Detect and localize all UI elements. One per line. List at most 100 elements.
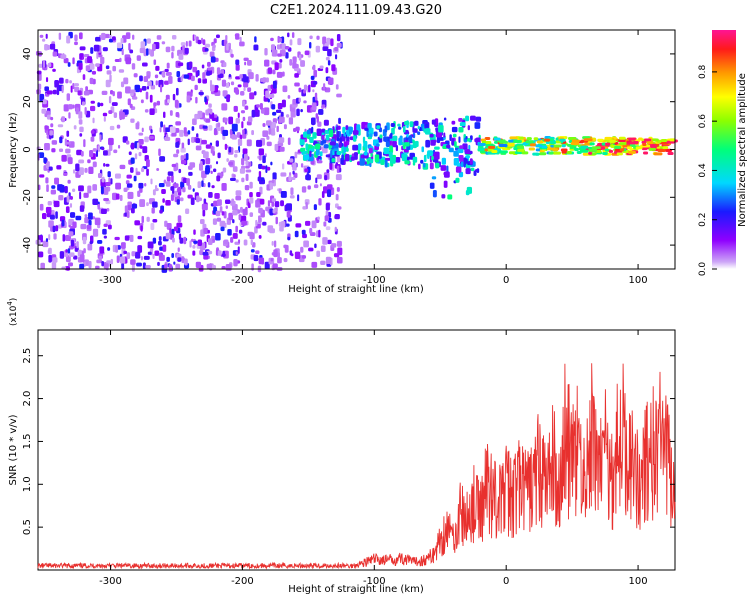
spectrogram-cell — [74, 86, 80, 93]
spectrogram-cell — [353, 152, 359, 156]
spectrogram-cell — [301, 229, 306, 235]
snr-x-label: Height of straight line (km) — [288, 584, 424, 595]
x-tick-label: -300 — [99, 576, 122, 587]
spectrogram-cell — [455, 166, 462, 173]
spectrogram-cell — [156, 35, 162, 40]
spectrogram-cell — [174, 99, 179, 108]
spectrogram-cell — [149, 108, 155, 115]
spectrogram-cell — [249, 197, 254, 204]
spectrogram-cell — [249, 232, 255, 240]
spectrogram-cell — [432, 190, 437, 198]
spectrogram-cell — [75, 107, 79, 115]
spectrogram-cell — [234, 150, 239, 154]
spectrogram-cell — [430, 139, 436, 146]
spectrogram-cell — [198, 163, 204, 171]
spectrogram-cell — [153, 59, 157, 66]
spectrogram-cell — [600, 146, 606, 150]
spectrogram-cell — [664, 148, 672, 152]
spectrogram-cell — [221, 103, 228, 111]
spectrogram-cell — [215, 161, 219, 165]
spectrogram-cell — [279, 146, 285, 152]
spectrogram-cell — [258, 207, 263, 214]
spectrogram-cell — [292, 61, 297, 69]
spectrogram-cell — [467, 125, 470, 131]
spectrogram-cell — [121, 48, 124, 56]
spectrogram-cell — [567, 137, 577, 141]
spectrogram-cell — [126, 174, 132, 179]
spectrogram-cell — [141, 127, 144, 133]
spectrogram-cell — [208, 125, 213, 131]
spectrogram-cell — [172, 186, 175, 194]
spectrogram-cell — [88, 219, 92, 226]
spectrogram-cell — [101, 147, 105, 151]
spectrogram-cell — [146, 168, 149, 176]
spectrogram-cell — [539, 152, 547, 156]
spectrogram-cell — [225, 264, 232, 271]
spectrogram-cell — [243, 239, 248, 246]
y-tick-label: -20 — [22, 189, 33, 205]
spectrogram-cell — [266, 166, 271, 171]
spectrogram-cell — [609, 139, 616, 143]
spectrogram-cell — [141, 85, 147, 91]
spectrogram-cell — [72, 221, 77, 229]
spectrogram-cell — [160, 121, 163, 128]
spectrogram-cell — [390, 122, 395, 128]
spectrogram-cell — [75, 215, 82, 221]
spectrogram-cell — [307, 185, 311, 190]
colorbar-ticks: 0.0 0.2 0.4 0.6 0.8 — [698, 64, 717, 276]
spectrogram-cell — [289, 39, 293, 46]
spectrogram-cell — [300, 60, 305, 67]
spectrogram-cell — [89, 77, 94, 85]
spectrogram-cell — [283, 124, 287, 130]
spectrogram-cell — [648, 147, 656, 151]
spectrogram-cell — [311, 220, 317, 229]
spectrogram-cell — [300, 163, 304, 168]
spectrogram-cell — [246, 139, 252, 147]
spectrogram-cell — [275, 216, 278, 225]
y-tick-label: -40 — [22, 237, 33, 253]
spectrogram-cell — [289, 195, 295, 199]
spectrogram-cell — [499, 140, 508, 144]
spectrogram-cell — [168, 76, 173, 84]
spectrogram-cell — [383, 147, 390, 155]
spectrogram-cell — [46, 90, 53, 95]
spectrogram-cell — [452, 133, 457, 138]
spectrogram-cell — [412, 132, 416, 139]
spectrogram-cell — [81, 101, 86, 106]
spectrogram-cell — [304, 50, 310, 56]
spectrogram-cell — [266, 135, 270, 140]
spectrogram-cell — [277, 102, 283, 110]
spectrogram-cell — [185, 208, 190, 215]
spectrogram-cell — [127, 98, 131, 106]
spectrogram-cell — [262, 130, 269, 137]
spectrogram-cell — [217, 250, 222, 256]
spectrogram-cell — [140, 225, 143, 232]
spectrogram-cell — [70, 239, 75, 247]
spectrogram-cell — [64, 186, 68, 194]
spectrogram-cell — [335, 84, 339, 90]
spectrogram-cell — [323, 83, 326, 90]
spectrogram-cell — [89, 241, 93, 245]
spectrogram-cell — [87, 185, 92, 194]
spectrogram-cell — [63, 172, 68, 177]
spectrogram-cell — [314, 92, 318, 101]
spectrogram-cell — [162, 244, 167, 252]
spectrogram-cell — [477, 142, 486, 146]
spectrogram-cell — [92, 117, 95, 124]
spectrogram-cell — [239, 134, 243, 140]
spectrogram-cell — [39, 203, 44, 211]
spectrogram-cell — [435, 162, 440, 169]
spectrogram-cell — [271, 179, 275, 184]
spectrogram-cell — [146, 75, 151, 79]
spectrogram-cell — [99, 246, 105, 254]
spectrogram-cell — [336, 151, 342, 155]
spectrogram-cell — [330, 138, 336, 143]
spectrogram-cell — [79, 133, 83, 137]
spectrogram-cell — [141, 167, 145, 173]
spectrogram-cell — [269, 182, 274, 190]
spectrogram-cell — [344, 154, 350, 162]
spectrogram-cell — [127, 191, 134, 200]
spectrogram-cell — [580, 145, 588, 149]
x-tick-label: -100 — [363, 275, 386, 286]
spectrogram-cell — [235, 33, 240, 40]
